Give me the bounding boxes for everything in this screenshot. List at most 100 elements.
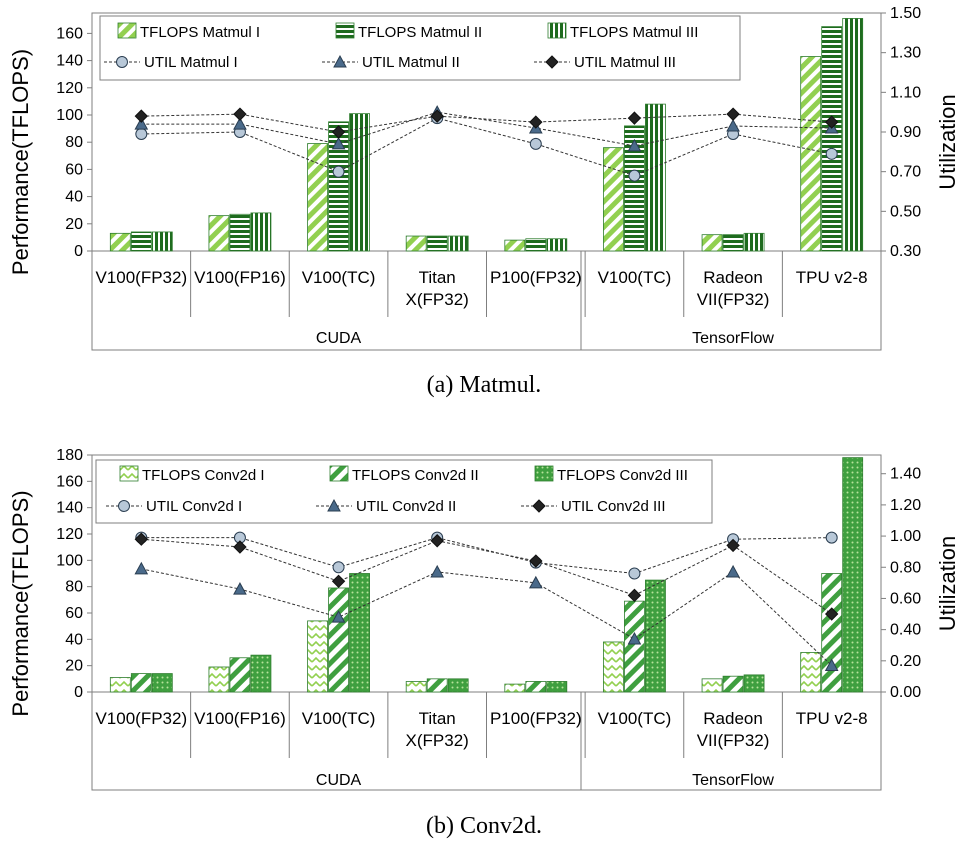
y-tick-label: 20 — [65, 658, 83, 675]
y2-tick-label: 1.00 — [890, 528, 921, 545]
util-line-1 — [141, 537, 832, 575]
y2-tick-label: 0.00 — [890, 684, 921, 701]
category-label: X(FP32) — [406, 290, 469, 309]
bar-2 — [130, 673, 152, 693]
bar-2 — [722, 675, 744, 693]
category-label: V100(TC) — [302, 709, 376, 728]
bar-3 — [250, 654, 272, 693]
group-label: CUDA — [316, 772, 362, 789]
bar-2 — [624, 600, 645, 693]
y-tick-label: 0 — [74, 243, 83, 260]
legend-marker-2 — [327, 498, 341, 512]
y-tick-label: 120 — [56, 80, 83, 97]
bar-3 — [250, 212, 272, 252]
category-label: V100(TC) — [598, 268, 672, 287]
y-tick-label: 120 — [56, 526, 83, 543]
legend-label: TFLOPS Matmul II — [358, 24, 482, 41]
util-point-2 — [726, 564, 740, 578]
legend-swatch-bar-1 — [117, 22, 137, 39]
category-label: P100(FP32) — [490, 268, 582, 287]
y2-tick-label: 0.70 — [890, 164, 921, 181]
bar-3 — [645, 103, 666, 252]
bar-2 — [722, 234, 744, 252]
y-tick-label: 100 — [56, 552, 83, 569]
bar-1 — [109, 677, 131, 693]
chart-panel-matmul: 0 20 40 60 80 100 120 140 160 0.30 0.50 0.70 0.90 1.1… — [8, 5, 960, 398]
util-point-3 — [430, 109, 444, 123]
category-label: Titan — [419, 709, 456, 728]
category-label: VII(FP32) — [697, 290, 770, 309]
util-point-3 — [627, 111, 642, 125]
util-point-1 — [332, 165, 345, 178]
legend-label: UTIL Matmul I — [144, 54, 238, 71]
bar-2 — [821, 26, 843, 252]
y2-tick-label: 1.30 — [890, 45, 921, 62]
legend-swatch-bar-1 — [119, 465, 139, 482]
plot-frame — [91, 454, 882, 791]
category-label: V100(FP32) — [95, 268, 187, 287]
figure-caption: (b) Conv2d. — [426, 813, 542, 839]
y2-tick-label: 0.20 — [890, 653, 921, 670]
util-point-1 — [825, 147, 838, 160]
y-tick-label: 60 — [65, 605, 83, 622]
bar-3 — [645, 579, 666, 693]
legend-swatch-bar-3 — [534, 465, 554, 482]
bar-3 — [349, 573, 370, 693]
util-point-2 — [233, 582, 247, 595]
category-label: V100(FP16) — [194, 268, 286, 287]
y-axis-title: Performance(TFLOPS) — [8, 490, 33, 716]
category-label: Radeon — [703, 268, 763, 287]
y2-tick-label: 0.50 — [890, 203, 921, 220]
legend-label: TFLOPS Conv2d III — [557, 467, 688, 484]
util-point-2 — [528, 575, 543, 589]
y-tick-label: 100 — [56, 107, 83, 124]
bar-3 — [151, 231, 173, 252]
plot-frame — [91, 12, 882, 351]
util-point-3 — [726, 538, 740, 553]
bar-2 — [130, 231, 152, 252]
category-label: Radeon — [703, 709, 763, 728]
bar-2 — [328, 121, 349, 252]
legend-box — [99, 15, 741, 81]
legend-label: UTIL Conv2d II — [356, 498, 456, 515]
legend-swatch-bar-2 — [335, 22, 355, 39]
bar-1 — [109, 232, 131, 252]
util-line-1 — [141, 117, 832, 177]
legend-marker-3 — [532, 499, 546, 513]
group-label: TensorFlow — [692, 772, 774, 789]
legend-label: TFLOPS Conv2d I — [142, 467, 265, 484]
category-label: VII(FP32) — [697, 731, 770, 750]
util-point-1 — [628, 567, 641, 580]
chart-panel-conv2d: 0 20 40 60 80 100 120 140 160 180 0.00 0.20 0.40 0.60… — [8, 447, 960, 839]
figure-caption: (a) Matmul. — [427, 372, 542, 398]
util-point-3 — [331, 125, 346, 139]
bar-2 — [328, 587, 349, 693]
bar-1 — [208, 215, 230, 252]
legend-label: UTIL Conv2d III — [561, 498, 666, 515]
bar-2 — [821, 573, 843, 693]
util-line-3 — [141, 113, 832, 133]
legend-marker-2 — [333, 54, 347, 68]
group-label: CUDA — [316, 330, 362, 347]
y-tick-label: 40 — [65, 189, 83, 206]
category-label: V100(TC) — [598, 709, 672, 728]
legend-label: UTIL Matmul III — [574, 54, 676, 71]
util-point-1 — [332, 561, 345, 574]
bar-1 — [504, 239, 526, 252]
category-label: V100(TC) — [302, 268, 376, 287]
category-label: V100(FP32) — [95, 709, 187, 728]
y-tick-label: 60 — [65, 161, 83, 178]
legend-label: UTIL Matmul II — [362, 54, 460, 71]
bar-2 — [426, 235, 448, 252]
bar-1 — [701, 234, 723, 252]
util-point-2 — [134, 561, 149, 575]
util-point-1 — [529, 137, 542, 150]
y2-tick-label: 1.10 — [890, 84, 921, 101]
bar-1 — [504, 683, 526, 693]
util-point-2 — [331, 610, 346, 623]
util-point-2 — [627, 138, 642, 152]
util-point-3 — [134, 109, 149, 123]
legend-marker-1 — [118, 500, 130, 512]
util-point-3 — [233, 540, 247, 554]
legend-marker-1 — [116, 56, 128, 68]
